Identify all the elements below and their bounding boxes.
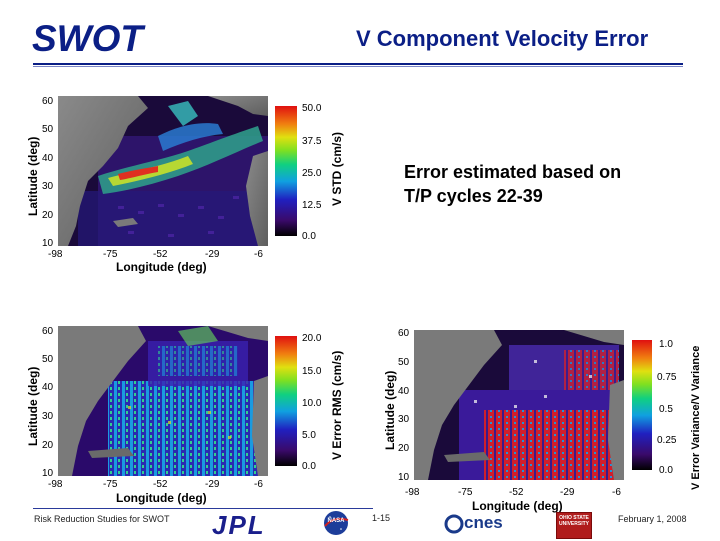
osu-logo-text: OHIO STATE UNIVERSITY	[558, 515, 589, 527]
y-tick: 60	[398, 328, 410, 339]
y-tick: 50	[42, 354, 54, 365]
x-tick: -29	[560, 487, 575, 498]
colorbar-tick: 50.0	[302, 103, 322, 114]
colorbar-tick: 10.0	[302, 398, 322, 409]
method-note-line-2: T/P cycles 22-39	[404, 186, 543, 206]
x-tick: -29	[205, 249, 220, 260]
x-tick: -6	[612, 487, 621, 498]
footer-date: February 1, 2008	[618, 514, 687, 524]
colorbar-tick: 0.0	[302, 461, 316, 472]
nasa-logo: NASA	[322, 510, 350, 536]
colorbar-label: V Error Variance/V Variance	[690, 345, 702, 490]
colorbar-tick: 0.25	[657, 435, 677, 446]
y-tick: 10	[42, 468, 54, 479]
variance-ratio-map-image	[414, 330, 624, 480]
y-tick: 40	[42, 382, 54, 393]
x-axis-label: Longitude (deg)	[472, 499, 563, 513]
cnes-logo: cnes	[442, 512, 514, 536]
footer-rule	[33, 508, 373, 509]
x-axis-label: Longitude (deg)	[116, 260, 207, 274]
x-tick: -75	[103, 249, 118, 260]
colorbar	[275, 106, 297, 236]
y-tick: 10	[398, 472, 410, 483]
y-tick: 40	[398, 386, 410, 397]
colorbar	[632, 340, 652, 470]
y-tick: 50	[398, 357, 410, 368]
x-tick: -52	[153, 479, 168, 490]
x-tick: -52	[153, 249, 168, 260]
colorbar-tick: 20.0	[302, 333, 322, 344]
osu-logo: OHIO STATE UNIVERSITY	[556, 512, 592, 539]
cnes-logo-text: cnes	[464, 513, 503, 532]
swot-logo: SWOT	[32, 18, 143, 59]
y-tick: 20	[398, 443, 410, 454]
colorbar-tick: 25.0	[302, 168, 322, 179]
x-tick: -98	[48, 249, 63, 260]
x-axis-label: Longitude (deg)	[116, 491, 207, 505]
colorbar-tick: 15.0	[302, 366, 322, 377]
title-rule	[33, 63, 683, 65]
x-tick: -75	[458, 487, 473, 498]
y-tick: 20	[42, 440, 54, 451]
y-tick: 10	[42, 238, 54, 249]
y-axis-label: Latitude (deg)	[26, 366, 40, 446]
variance-ratio-map	[414, 330, 624, 480]
method-note: Error estimated based on T/P cycles 22-3…	[404, 160, 621, 208]
y-tick: 40	[42, 153, 54, 164]
x-tick: -98	[48, 479, 63, 490]
cnes-swirl-icon	[444, 514, 464, 534]
x-tick: -98	[405, 487, 420, 498]
y-tick: 30	[42, 181, 54, 192]
y-tick: 50	[42, 124, 54, 135]
v-error-rms-map-image	[58, 326, 268, 476]
v-std-map	[58, 96, 268, 246]
colorbar-tick: 0.0	[659, 465, 673, 476]
y-tick: 60	[42, 96, 54, 107]
colorbar-tick: 0.75	[657, 372, 677, 383]
method-note-line-1: Error estimated based on	[404, 162, 622, 182]
y-axis-label: Latitude (deg)	[26, 136, 40, 216]
x-tick: -6	[254, 479, 263, 490]
page-number: 1-15	[372, 513, 391, 523]
colorbar-tick: 0.5	[659, 404, 673, 415]
colorbar-tick: 12.5	[302, 200, 322, 211]
footer-caption: Risk Reduction Studies for SWOT	[34, 514, 170, 524]
x-tick: -75	[103, 479, 118, 490]
y-tick: 20	[42, 210, 54, 221]
y-tick: 30	[42, 411, 54, 422]
v-error-rms-map	[58, 326, 268, 476]
v-std-map-image	[58, 96, 268, 246]
jpl-logo: JPL	[212, 510, 266, 540]
title-rule-thin	[33, 66, 683, 67]
y-axis-label: Latitude (deg)	[383, 370, 397, 450]
y-tick: 30	[398, 414, 410, 425]
y-tick: 60	[42, 326, 54, 337]
colorbar-tick: 1.0	[659, 339, 673, 350]
colorbar-tick: 5.0	[302, 430, 316, 441]
x-tick: -29	[205, 479, 220, 490]
nasa-logo-text: NASA	[327, 518, 345, 524]
colorbar-tick: 37.5	[302, 136, 322, 147]
colorbar-tick: 0.0	[302, 231, 316, 242]
colorbar-label: V STD (cm/s)	[330, 131, 344, 206]
colorbar	[275, 336, 297, 466]
slide-title: V Component Velocity Error	[356, 26, 649, 51]
colorbar-label: V Error RMS (cm/s)	[330, 350, 344, 460]
nasa-meatball-icon	[324, 511, 349, 535]
x-tick: -6	[254, 249, 263, 260]
x-tick: -52	[509, 487, 524, 498]
